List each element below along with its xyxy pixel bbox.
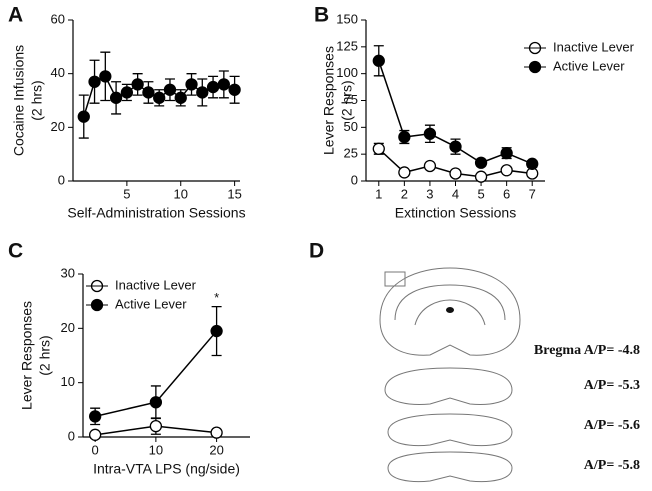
x-tick-label: 5: [123, 186, 130, 201]
data-point: [210, 324, 223, 338]
x-tick-label: 4: [452, 186, 459, 201]
legend-label: Inactive Lever: [115, 277, 197, 292]
data-point: [153, 91, 166, 104]
x-tick-label: 3: [426, 186, 433, 201]
x-tick-label: 10: [149, 442, 163, 457]
x-tick-label: 15: [227, 186, 241, 201]
data-point: [88, 75, 101, 88]
section-label: A/P= -5.6: [584, 418, 640, 433]
data-point: [77, 110, 90, 123]
data-point: [526, 157, 539, 170]
x-tick-label: 1: [375, 186, 382, 201]
y-axis-title: Cocaine Infusions: [11, 45, 27, 156]
y-tick-label: 20: [61, 320, 75, 335]
data-point: [131, 78, 144, 91]
data-point: [372, 142, 385, 155]
panel-letter: D: [309, 240, 324, 263]
data-point: [163, 83, 177, 96]
data-point: [474, 170, 488, 183]
y-axis-title: (2 hrs): [37, 335, 53, 375]
section-label: A/P= -5.8: [584, 458, 640, 473]
data-point: [423, 159, 437, 173]
x-axis-title: Extinction Sessions: [395, 205, 516, 221]
panel-letter: C: [8, 240, 23, 263]
data-point: [474, 156, 488, 169]
data-point: [174, 91, 187, 104]
y-tick-label: 0: [351, 172, 358, 187]
data-point: [99, 70, 112, 83]
y-tick-label: 25: [344, 146, 358, 161]
y-tick-label: 0: [68, 428, 75, 443]
y-tick-label: 75: [344, 92, 358, 107]
data-point: [109, 91, 123, 104]
y-tick-label: 0: [58, 172, 65, 187]
y-tick-label: 10: [61, 374, 75, 389]
x-tick-label: 7: [529, 186, 536, 201]
data-point: [88, 428, 102, 441]
y-tick-label: 30: [61, 265, 75, 280]
data-point: [149, 396, 163, 409]
data-point: [228, 83, 241, 96]
legend-label: Active Lever: [115, 296, 187, 311]
y-axis-title: (2 hrs): [339, 80, 355, 120]
y-axis-title: (2 hrs): [29, 80, 45, 120]
data-point: [210, 426, 223, 439]
y-axis-title: Lever Responses: [19, 301, 35, 410]
x-axis-title: Intra-VTA LPS (ng/side): [93, 461, 240, 477]
data-point: [423, 127, 437, 140]
data-point: [206, 80, 220, 94]
y-tick-label: 20: [51, 119, 65, 134]
y-tick-label: 50: [344, 119, 358, 134]
x-tick-label: 6: [503, 186, 510, 201]
y-tick-label: 150: [336, 11, 358, 26]
section-label: Bregma A/P= -4.8: [534, 343, 640, 358]
data-point: [88, 410, 102, 423]
data-point: [398, 166, 411, 179]
panel-letter: B: [314, 4, 329, 27]
y-tick-label: 125: [336, 38, 358, 53]
x-tick-label: 0: [92, 442, 99, 457]
annotation: *: [214, 290, 219, 305]
legend-label: Inactive Lever: [553, 39, 635, 54]
data-point: [120, 86, 134, 99]
x-tick-label: 2: [401, 186, 408, 201]
section-label: A/P= -5.3: [584, 378, 640, 393]
x-tick-label: 10: [174, 186, 188, 201]
data-point: [142, 86, 155, 99]
legend-label: Active Lever: [553, 58, 625, 73]
data-point: [500, 146, 513, 160]
data-point: [449, 140, 462, 153]
y-tick-label: 60: [51, 11, 65, 26]
data-point: [500, 164, 513, 177]
panel-letter: A: [8, 4, 23, 27]
y-tick-label: 100: [336, 65, 358, 80]
data-point: [398, 130, 411, 144]
y-axis-title: Lever Responses: [321, 46, 337, 155]
data-point: [217, 78, 230, 91]
data-point: [185, 78, 198, 91]
x-tick-label: 5: [477, 186, 484, 201]
x-axis-title: Self-Administration Sessions: [67, 205, 245, 221]
data-point: [149, 419, 163, 433]
brain-sections: [379, 267, 521, 483]
data-point: [372, 54, 385, 67]
data-point: [449, 167, 462, 180]
x-tick-label: 20: [209, 442, 223, 457]
data-point: [196, 86, 209, 99]
y-tick-label: 40: [51, 65, 65, 80]
